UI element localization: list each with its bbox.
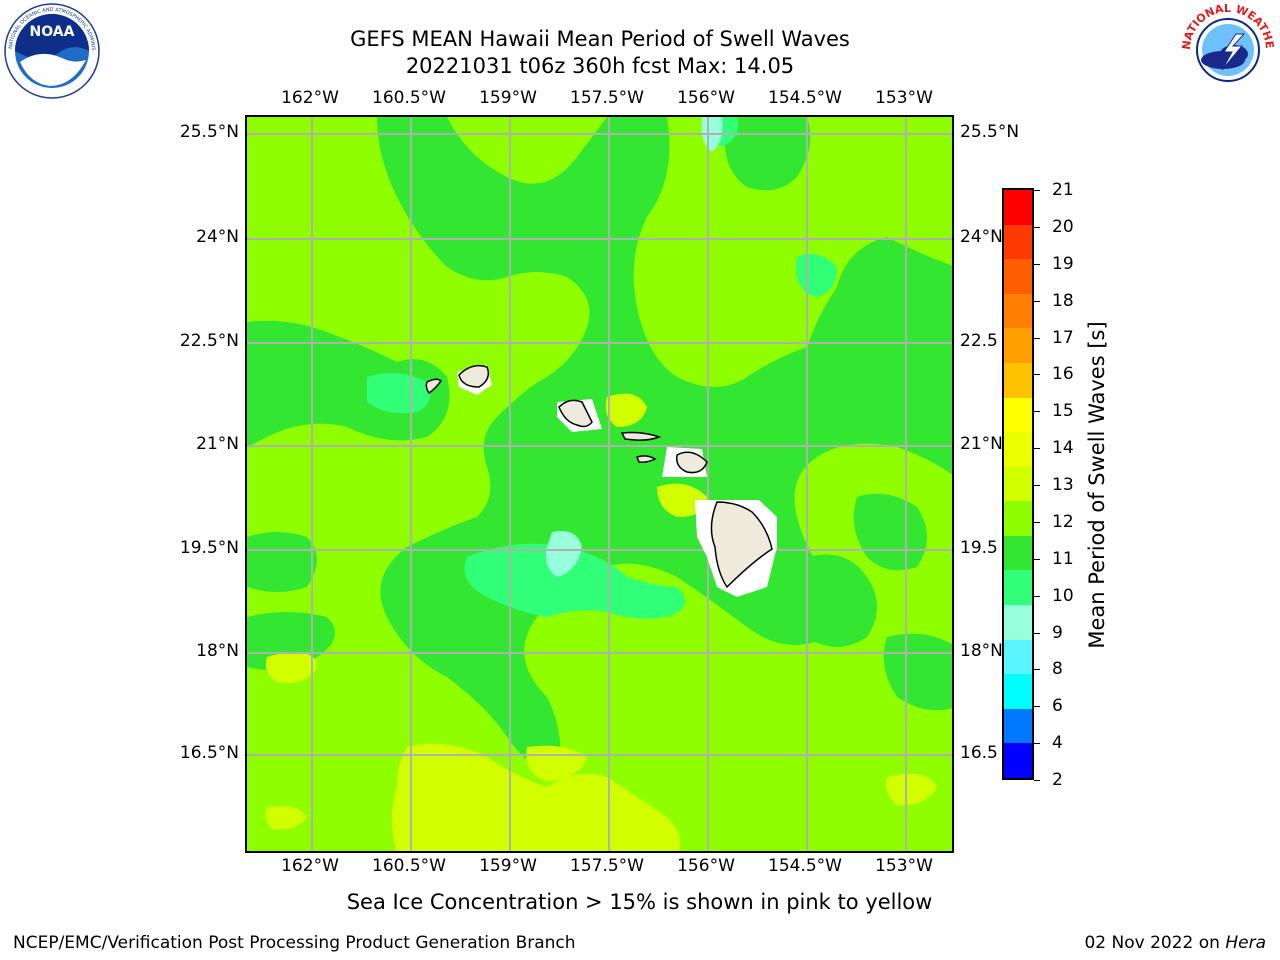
lon-tick-top: 153°W <box>875 88 933 108</box>
colorbar-label: 8 <box>1052 659 1063 679</box>
colorbar-segment <box>1004 639 1032 676</box>
footer-host: Hera <box>1225 933 1266 953</box>
colorbar-tick <box>1034 596 1040 597</box>
noaa-logo-text: NOAA <box>30 24 75 40</box>
lon-tick-bottom: 159°W <box>479 856 537 876</box>
noaa-logo-icon: NOAA NATIONAL OCEANIC AND ATMOSPHERIC AD… <box>0 0 102 100</box>
colorbar-label: 2 <box>1052 770 1063 790</box>
lon-tick-bottom: 156°W <box>677 856 735 876</box>
map-title: GEFS MEAN Hawaii Mean Period of Swell Wa… <box>350 27 850 51</box>
colorbar-tick <box>1034 743 1040 744</box>
colorbar-tick <box>1034 706 1040 707</box>
colorbar-segment <box>1004 466 1032 503</box>
lat-tick-right: 21°N <box>960 434 1003 454</box>
colorbar-tick <box>1034 190 1040 191</box>
colorbar-segment <box>1004 535 1032 572</box>
map-subtitle: 20221031 t06z 360h fcst Max: 14.05 <box>405 54 795 78</box>
lat-tick-left: 19.5°N <box>179 538 239 558</box>
colorbar-tick <box>1034 374 1040 375</box>
lon-tick-bottom: 157.5°W <box>570 856 644 876</box>
colorbar-label: 20 <box>1052 217 1074 237</box>
footer-credit: NCEP/EMC/Verification Post Processing Pr… <box>13 933 576 953</box>
colorbar-label: 11 <box>1052 549 1074 569</box>
colorbar <box>1002 188 1034 780</box>
colorbar-segment <box>1004 362 1032 399</box>
colorbar-segment <box>1004 743 1032 778</box>
lat-tick-right: 16.5 <box>960 743 998 763</box>
lat-tick-right: 25.5°N <box>960 122 1020 142</box>
lat-tick-right: 22.5 <box>960 331 998 351</box>
colorbar-tick <box>1034 227 1040 228</box>
colorbar-segment <box>1004 328 1032 364</box>
colorbar-segment <box>1004 293 1032 330</box>
lat-tick-left: 25.5°N <box>179 122 239 142</box>
colorbar-label: 4 <box>1052 733 1063 753</box>
colorbar-label: 14 <box>1052 438 1074 458</box>
colorbar-segment <box>1004 224 1032 261</box>
lat-tick-left: 22.5°N <box>179 331 239 351</box>
colorbar-segment <box>1004 397 1032 434</box>
lat-tick-left: 18°N <box>196 641 239 661</box>
lat-tick-left: 24°N <box>196 227 239 247</box>
colorbar-segment <box>1004 259 1032 295</box>
colorbar-tick <box>1034 264 1040 265</box>
colorbar-tick <box>1034 485 1040 486</box>
lon-tick-top: 162°W <box>281 88 339 108</box>
colorbar-label: 19 <box>1052 254 1074 274</box>
colorbar-segment <box>1004 708 1032 745</box>
colorbar-tick <box>1034 669 1040 670</box>
lon-tick-bottom: 162°W <box>281 856 339 876</box>
lon-tick-top: 157.5°W <box>570 88 644 108</box>
lon-tick-top: 159°W <box>479 88 537 108</box>
colorbar-label: 10 <box>1052 586 1074 606</box>
colorbar-tick <box>1034 559 1040 560</box>
footer-date-text: 02 Nov 2022 on <box>1084 933 1226 953</box>
colorbar-tick <box>1034 780 1040 781</box>
colorbar-label: 18 <box>1052 291 1074 311</box>
colorbar-tick <box>1034 301 1040 302</box>
colorbar-label: 15 <box>1052 401 1074 421</box>
colorbar-segment <box>1004 190 1032 226</box>
colorbar-title: Mean Period of Swell Waves [s] <box>1085 321 1109 649</box>
colorbar-label: 6 <box>1052 696 1063 716</box>
lon-tick-top: 156°W <box>677 88 735 108</box>
colorbar-tick <box>1034 633 1040 634</box>
swell-period-map[interactable] <box>245 115 954 853</box>
lon-tick-bottom: 154.5°W <box>768 856 842 876</box>
colorbar-segment <box>1004 570 1032 607</box>
colorbar-segment <box>1004 605 1032 641</box>
lat-tick-left: 21°N <box>196 434 239 454</box>
lon-tick-bottom: 153°W <box>875 856 933 876</box>
lat-tick-right: 18°N <box>960 641 1003 661</box>
map-canvas <box>247 117 952 851</box>
colorbar-tick <box>1034 411 1040 412</box>
footer-date: 02 Nov 2022 on Hera <box>1084 933 1266 953</box>
nws-logo-icon: NATIONAL WEATHER SERVICE <box>1174 0 1278 100</box>
colorbar-segment <box>1004 432 1032 468</box>
colorbar-label: 17 <box>1052 328 1074 348</box>
lon-tick-top: 160.5°W <box>372 88 446 108</box>
colorbar-tick <box>1034 448 1040 449</box>
colorbar-tick <box>1034 338 1040 339</box>
lat-tick-right: 24°N <box>960 227 1003 247</box>
lon-tick-bottom: 160.5°W <box>372 856 446 876</box>
colorbar-label: 12 <box>1052 512 1074 532</box>
lat-tick-right: 19.5 <box>960 538 998 558</box>
colorbar-label: 13 <box>1052 475 1074 495</box>
lon-tick-top: 154.5°W <box>768 88 842 108</box>
colorbar-tick <box>1034 522 1040 523</box>
hawaiian-islands <box>425 364 773 589</box>
sea-ice-note: Sea Ice Concentration > 15% is shown in … <box>346 890 933 914</box>
lat-tick-left: 16.5°N <box>179 743 239 763</box>
colorbar-label: 21 <box>1052 180 1074 200</box>
colorbar-label: 9 <box>1052 623 1063 643</box>
colorbar-segment <box>1004 501 1032 537</box>
colorbar-label: 16 <box>1052 364 1074 384</box>
graticule <box>247 117 952 851</box>
colorbar-segment <box>1004 674 1032 710</box>
